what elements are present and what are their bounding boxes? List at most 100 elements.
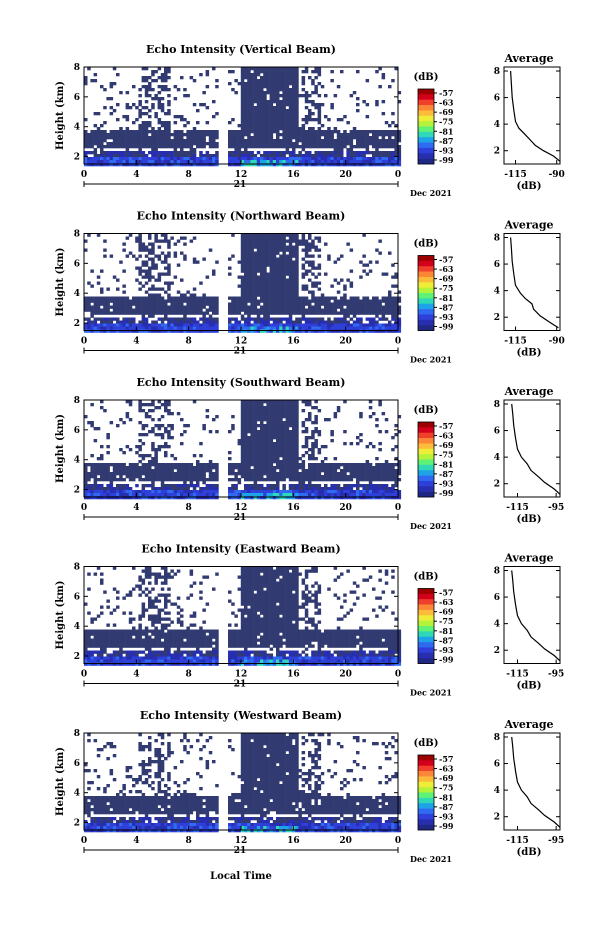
- heat-cell: [96, 145, 101, 149]
- heat-cell: [288, 457, 293, 461]
- heat-cell: [263, 163, 267, 167]
- heat-cell: [237, 296, 242, 300]
- heat-cell: [167, 239, 171, 243]
- heat-cell: [103, 475, 107, 479]
- heat-cell: [87, 157, 91, 161]
- colorbar-swatch: [418, 271, 434, 278]
- heat-cell: [253, 266, 258, 270]
- heat-cell: [260, 308, 264, 312]
- heat-cell: [244, 427, 248, 431]
- heat-cell: [343, 314, 347, 318]
- heat-cell: [327, 305, 331, 309]
- heat-cell: [276, 127, 280, 131]
- heat-cell: [208, 460, 213, 464]
- heat-cell: [269, 260, 274, 264]
- heat-cell: [253, 418, 258, 422]
- heat-cell: [157, 145, 162, 149]
- heat-cell: [295, 109, 299, 113]
- heat-cell: [164, 266, 168, 270]
- heat-cell: [125, 154, 130, 158]
- heat-cell: [298, 305, 302, 309]
- heat-cell: [84, 463, 88, 467]
- heat-cell: [164, 139, 168, 143]
- heat-cell: [324, 115, 328, 119]
- heat-cell: [141, 427, 146, 431]
- heat-cell: [138, 329, 142, 333]
- heat-cell: [292, 469, 296, 473]
- heat-cell: [311, 430, 315, 434]
- heat-cell: [167, 284, 171, 288]
- colorbar-swatch: [418, 293, 434, 299]
- heat-cell: [314, 323, 318, 327]
- heat-cell: [151, 302, 155, 306]
- heat-cell: [170, 496, 174, 500]
- heat-cell: [247, 317, 251, 321]
- heat-cell: [128, 302, 133, 306]
- heat-cell: [263, 412, 267, 416]
- heat-cell: [244, 293, 248, 297]
- heat-cell: [164, 130, 168, 134]
- heat-cell: [148, 85, 152, 89]
- heat-cell: [343, 308, 347, 312]
- heat-cell: [202, 139, 206, 143]
- heat-cell: [250, 115, 254, 119]
- heat-cell: [240, 130, 245, 134]
- y-tick-label: 4: [74, 123, 80, 133]
- heat-cell: [192, 154, 197, 158]
- heat-cell: [320, 460, 325, 464]
- heat-cell: [269, 442, 274, 446]
- heat-cell: [103, 469, 107, 473]
- heat-cell: [298, 496, 302, 500]
- heat-cell: [295, 478, 299, 482]
- heat-cell: [285, 91, 290, 95]
- heat-cell: [112, 463, 117, 467]
- heat-cell: [292, 97, 296, 101]
- heat-cell: [317, 121, 322, 125]
- heat-cell: [327, 463, 331, 467]
- heat-cell: [263, 281, 267, 285]
- heat-cell: [212, 139, 216, 143]
- heat-cell: [352, 475, 357, 479]
- heat-cell: [301, 242, 306, 246]
- heat-cell: [260, 463, 264, 467]
- heat-cell: [388, 290, 392, 294]
- heat-cell: [100, 299, 104, 303]
- heat-cell: [186, 154, 190, 158]
- heat-cell: [272, 469, 277, 473]
- heat-cell: [391, 275, 395, 279]
- heat-cell: [164, 314, 168, 318]
- heat-cell: [279, 79, 283, 83]
- heat-cell: [90, 145, 94, 149]
- heat-cell: [279, 317, 283, 321]
- heat-cell: [333, 154, 338, 158]
- heat-cell: [292, 260, 296, 264]
- heat-cell: [288, 100, 293, 104]
- heat-cell: [154, 493, 158, 497]
- heat-cell: [340, 142, 344, 146]
- heat-cell: [250, 430, 254, 434]
- heat-cell: [327, 136, 331, 140]
- heat-cell: [135, 466, 139, 470]
- heat-cell: [269, 311, 274, 315]
- heat-cell: [272, 418, 277, 422]
- heat-cell: [378, 142, 382, 146]
- heat-cell: [160, 88, 165, 92]
- heat-cell: [260, 82, 264, 86]
- heat-cell: [340, 70, 344, 74]
- heat-cell: [352, 91, 357, 95]
- heat-cell: [346, 490, 350, 494]
- heat-cell: [304, 317, 309, 321]
- heat-cell: [256, 103, 261, 107]
- colorbar-label: -81: [439, 293, 453, 303]
- heat-cell: [311, 136, 315, 140]
- heat-cell: [282, 436, 286, 440]
- heat-cell: [250, 445, 254, 449]
- heat-cell: [288, 466, 293, 470]
- heat-cell: [375, 148, 379, 152]
- avg-x-label: (dB): [517, 348, 542, 359]
- heat-cell: [247, 124, 251, 128]
- heat-cell: [282, 442, 286, 446]
- heat-cell: [272, 487, 277, 491]
- heat-cell: [285, 79, 290, 83]
- heat-cell: [304, 70, 309, 74]
